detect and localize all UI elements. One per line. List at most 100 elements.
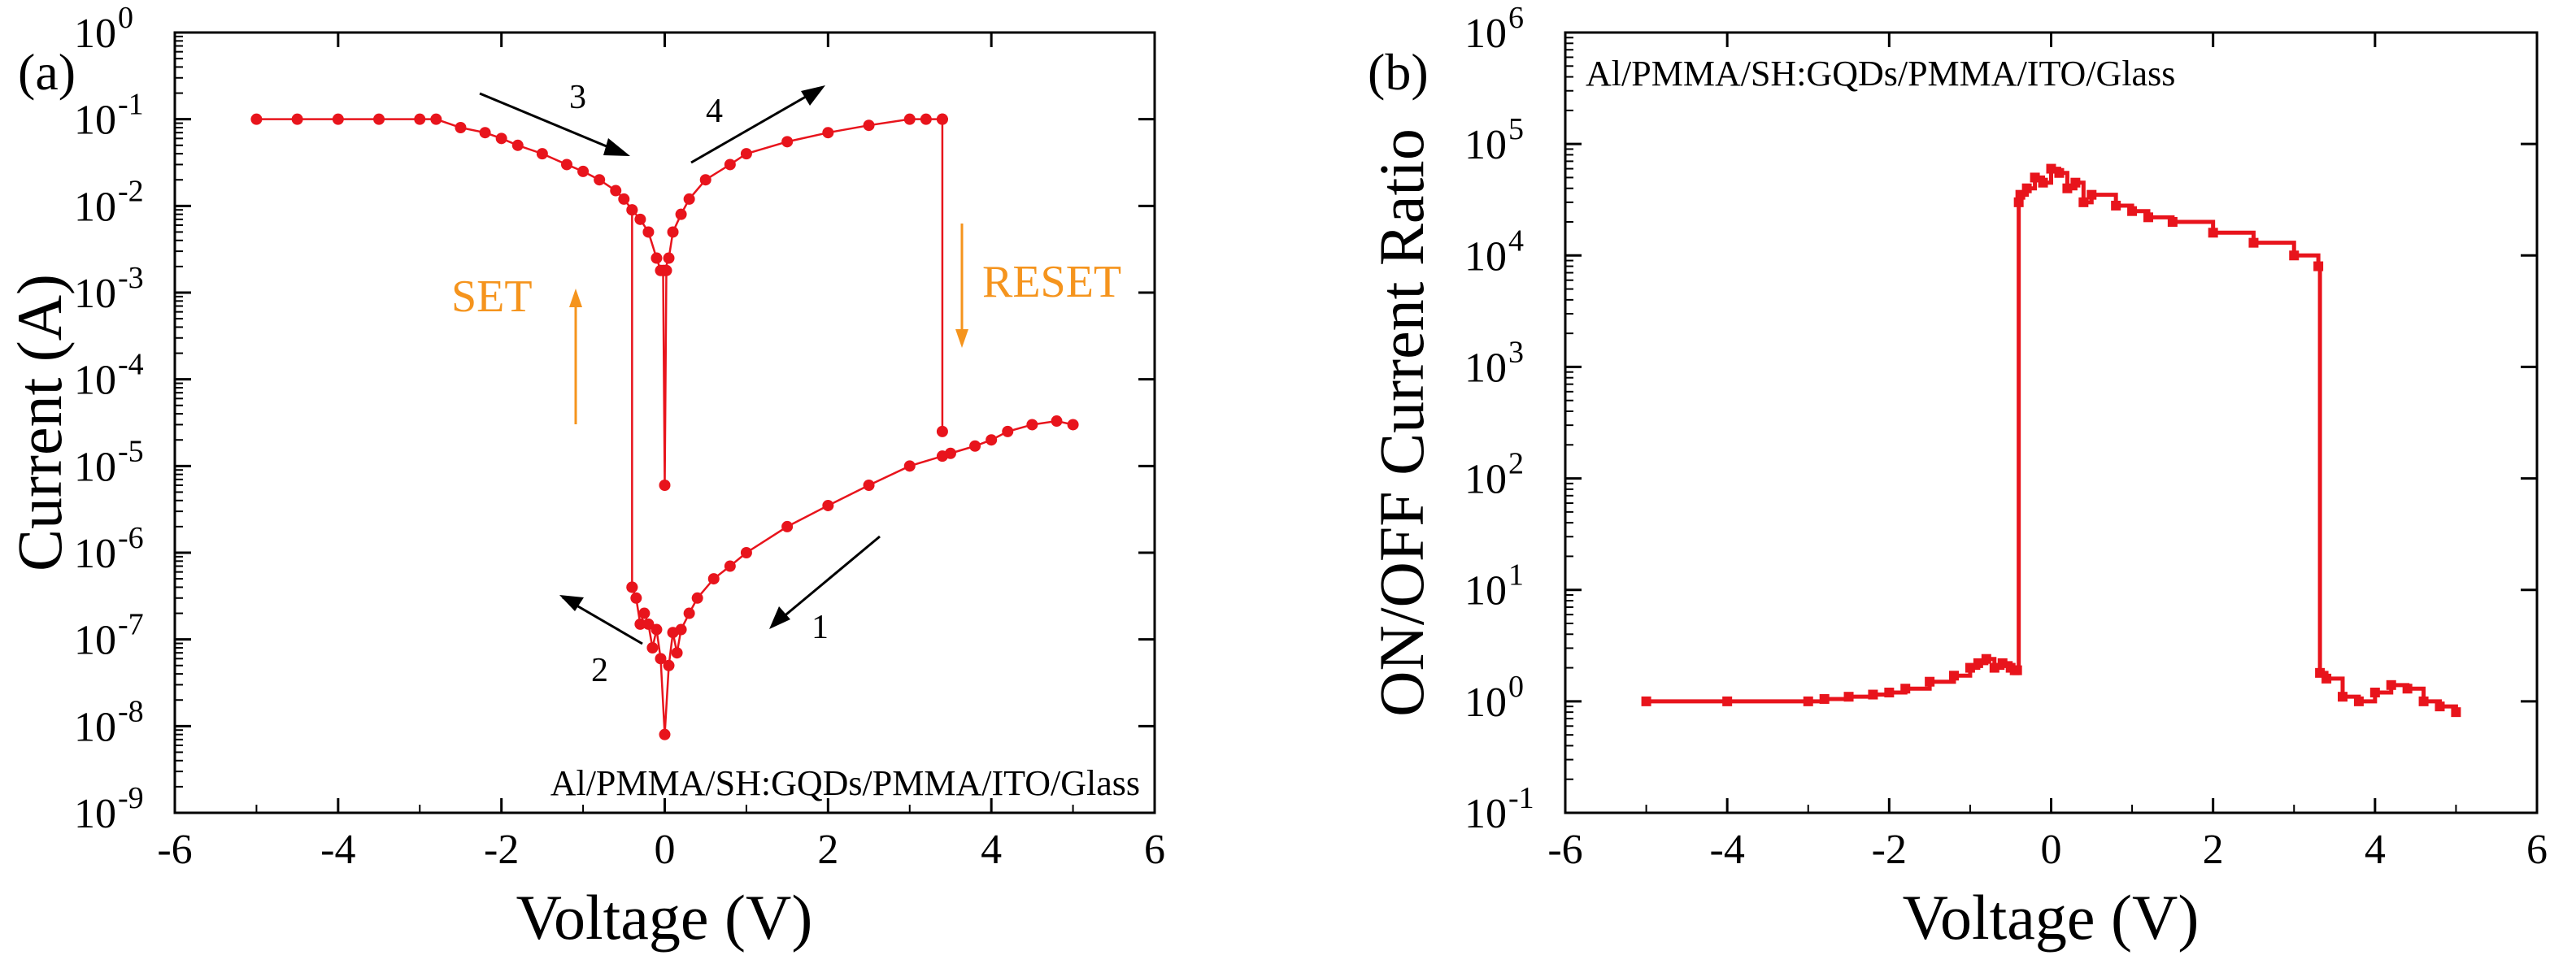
y-tick-exponent: 0	[1508, 670, 1524, 704]
panel-a-x-axis: -6 -4 -2 0 2 4 6	[157, 33, 1165, 873]
data-point	[1965, 662, 1975, 673]
x-tick-label: 0	[655, 827, 676, 873]
y-tick-exponent: -2	[118, 174, 144, 208]
data-point	[2289, 250, 2300, 261]
y-tick-exponent: 3	[1508, 335, 1524, 369]
data-point	[2013, 197, 2024, 207]
data-point	[2038, 177, 2048, 188]
data-point	[2321, 673, 2332, 684]
data-point	[1067, 419, 1079, 431]
data-point	[1900, 684, 1911, 694]
sweep-label-4: 4	[706, 93, 723, 130]
data-point	[1997, 658, 2008, 668]
data-point	[667, 627, 679, 639]
data-point	[2086, 189, 2097, 200]
y-tick-exponent: -1	[1508, 781, 1534, 815]
data-point	[781, 520, 794, 532]
x-tick-label: 6	[1144, 827, 1165, 873]
sweep-arrow-2: 2	[559, 595, 643, 689]
panel-b-label: (b)	[1368, 43, 1429, 101]
reset-label: RESET	[982, 257, 1121, 307]
data-point	[969, 440, 981, 452]
series-line	[1646, 167, 2458, 713]
data-point	[1973, 658, 1983, 668]
data-point	[655, 653, 667, 665]
y-tick-exponent: -9	[118, 781, 144, 815]
sweep-arrow-2-head	[559, 595, 584, 611]
data-point	[2208, 228, 2218, 238]
data-point	[863, 479, 875, 491]
data-point	[630, 592, 642, 604]
data-point	[1989, 662, 1999, 673]
x-tick-label: 6	[2526, 827, 2548, 873]
panel-a-x-axis-title: Voltage (V)	[516, 882, 813, 953]
panel-b-y-axis-title: ON/OFF Current Ratio	[1366, 128, 1437, 717]
data-point	[659, 728, 671, 740]
data-point	[699, 174, 711, 186]
data-point	[2167, 217, 2178, 228]
data-point	[455, 122, 467, 134]
data-point	[903, 113, 916, 125]
x-tick-label: 4	[2365, 827, 2386, 873]
data-point	[2451, 707, 2461, 718]
reset-arrow-head	[955, 329, 968, 348]
data-point	[373, 113, 385, 125]
data-point	[414, 113, 426, 125]
data-point	[2062, 183, 2073, 193]
data-point	[651, 623, 663, 636]
panel-a-y-axis-title: Current (A)	[4, 274, 75, 571]
y-tick-label: 10	[74, 271, 116, 317]
x-tick-label: 2	[2203, 827, 2224, 873]
y-tick-label: 10	[74, 444, 116, 490]
data-point	[724, 560, 736, 572]
sweep-arrow-3-head	[603, 138, 630, 156]
set-label: SET	[451, 271, 533, 322]
y-tick-label: 10	[74, 11, 116, 57]
data-point	[291, 113, 303, 125]
y-tick-exponent: 2	[1508, 447, 1524, 481]
y-tick-label: 10	[1464, 345, 1507, 391]
panel-b-series-layer	[1641, 163, 2461, 718]
data-point	[250, 113, 263, 125]
data-point	[936, 113, 948, 125]
x-tick-label: -2	[1872, 827, 1907, 873]
data-point	[671, 647, 683, 659]
data-point	[1925, 676, 1935, 687]
data-point	[1002, 425, 1014, 437]
data-point	[2402, 684, 2413, 694]
data-point	[2143, 212, 2153, 223]
y-tick-exponent: 5	[1508, 112, 1524, 146]
data-point	[740, 148, 752, 160]
panel-a-device-structure-label: Al/PMMA/SH:GQDs/PMMA/ITO/Glass	[550, 763, 1140, 803]
panel-b-x-axis-title: Voltage (V)	[1903, 882, 2200, 953]
series-line	[662, 270, 668, 486]
data-point	[2012, 665, 2022, 675]
data-point	[1981, 654, 1991, 664]
x-tick-label: 0	[2041, 827, 2062, 873]
y-tick-label: 10	[74, 358, 116, 404]
y-tick-exponent: 4	[1508, 224, 1524, 258]
data-point	[822, 127, 834, 139]
data-point	[626, 581, 638, 593]
y-tick-label: 10	[1464, 568, 1507, 614]
data-point	[511, 139, 524, 151]
y-tick-label: 10	[1464, 122, 1507, 168]
data-point	[1803, 696, 1813, 706]
data-point	[332, 113, 344, 125]
sweep-arrow-3-line	[479, 92, 627, 156]
data-point	[660, 264, 672, 276]
y-tick-label: 10	[74, 184, 116, 230]
sweep-arrow-1-head	[769, 606, 790, 629]
data-point	[822, 499, 834, 511]
sweep-arrow-1: 1	[769, 535, 881, 646]
y-tick-exponent: -7	[118, 608, 144, 642]
data-point	[663, 252, 675, 264]
panel-b-x-axis: -6 -4 -2 0 2 4 6	[1547, 33, 2548, 873]
data-point	[1722, 696, 1733, 706]
y-tick-label: 10	[1464, 680, 1507, 726]
data-point	[638, 607, 651, 619]
data-point	[626, 204, 638, 216]
